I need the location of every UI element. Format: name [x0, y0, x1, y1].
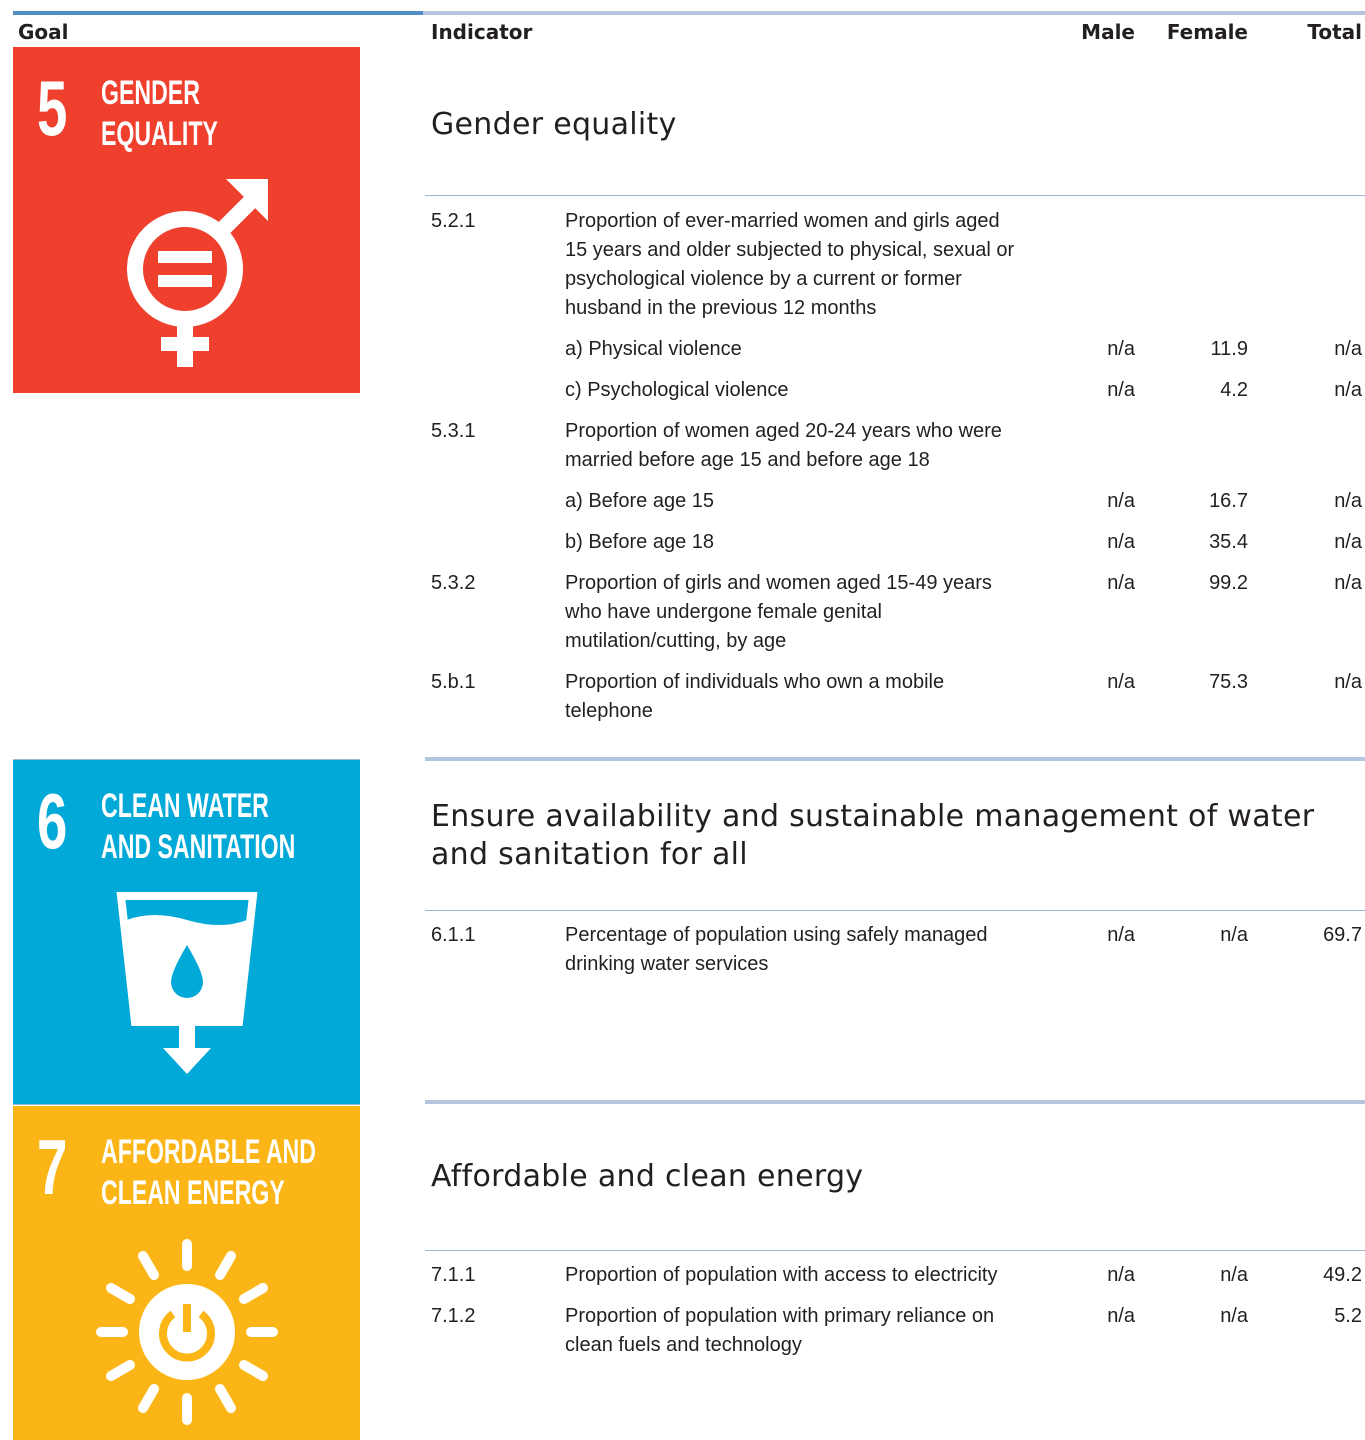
- indicator-code: 5.2.1: [431, 210, 476, 232]
- indicator-row: 7.1.2 Proportion of population with prima…: [431, 1302, 1365, 1372]
- tile-rule: [13, 759, 360, 760]
- goal-name-line: CLEAN ENERGY: [101, 1174, 285, 1212]
- indicator-rows: 7.1.1 Proportion of population with acces…: [431, 1261, 1365, 1372]
- indicator-text: c) Psychological violence: [565, 379, 789, 401]
- indicator-row: 5.3.1 Proportion of women aged 20-24 year…: [431, 417, 1365, 487]
- indicator-code: 7.1.2: [431, 1305, 476, 1327]
- indicator-text: a) Physical violence: [565, 338, 742, 360]
- value-female: 75.3: [1209, 671, 1248, 693]
- indicator-text: Proportion of population with primary re…: [565, 1305, 995, 1356]
- value-female: 35.4: [1209, 531, 1248, 553]
- header-cell: Female: [1166, 20, 1248, 44]
- indicator-text: Proportion of ever-married women and gir…: [565, 210, 1015, 319]
- value-female: n/a: [1220, 1264, 1248, 1286]
- indicator-code: 6.1.1: [431, 924, 476, 946]
- goal-tile: 6 CLEAN WATER AND SANITATION: [13, 760, 360, 1104]
- heading-rule: [425, 195, 1365, 196]
- value-male: n/a: [1107, 1305, 1135, 1327]
- value-total: 5.2: [1334, 1305, 1362, 1327]
- goal-name-line: CLEAN WATER: [101, 787, 269, 825]
- goal-heading: Gender equality: [431, 107, 677, 142]
- goal-heading: Ensure availability and sustainable mana…: [431, 799, 1315, 872]
- goal-tile: 5 GENDER EQUALITY: [13, 47, 360, 393]
- value-female: 16.7: [1209, 490, 1248, 512]
- tile-rule: [13, 1104, 360, 1105]
- top-rule: [13, 11, 423, 15]
- indicator-text: Proportion of individuals who own a mobi…: [565, 671, 945, 722]
- header-cell: Goal: [18, 20, 69, 44]
- value-female: 11.9: [1210, 338, 1248, 360]
- value-total: n/a: [1334, 338, 1362, 360]
- goal-tile: 7 AFFORDABLE AND CLEAN ENERGY: [13, 1106, 360, 1440]
- section-rule: [425, 757, 1365, 761]
- indicator-text: b) Before age 18: [565, 531, 714, 553]
- value-male: n/a: [1107, 338, 1135, 360]
- value-total: 49.2: [1323, 1264, 1362, 1286]
- value-total: n/a: [1334, 490, 1362, 512]
- indicator-code: 7.1.1: [431, 1264, 476, 1286]
- goal-name: AFFORDABLE AND CLEAN ENERGY: [101, 1132, 316, 1214]
- gender-icon: [127, 179, 268, 367]
- indicator-row: 5.3.2 Proportion of girls and women aged …: [431, 569, 1365, 668]
- indicator-rows: 5.2.1 Proportion of ever-married women an…: [431, 207, 1365, 738]
- goal-name: GENDER EQUALITY: [101, 73, 218, 155]
- goal-name-line: AND SANITATION: [101, 828, 296, 866]
- indicator-code: 5.3.1: [431, 420, 476, 442]
- indicator-rows: 6.1.1 Percentage of population using safe…: [431, 921, 1365, 991]
- indicator-text: Proportion of girls and women aged 15-49…: [565, 572, 992, 652]
- value-total: n/a: [1334, 671, 1362, 693]
- indicator-row: 5.b.1 Proportion of individuals who own a…: [431, 668, 1365, 738]
- goal-name: CLEAN WATER AND SANITATION: [101, 786, 295, 868]
- indicator-row: a) Physical violence n/a 11.9 n/a: [431, 335, 1365, 376]
- goal-number: 7: [37, 1123, 68, 1211]
- value-female: 99.2: [1209, 572, 1248, 594]
- value-female: n/a: [1220, 924, 1248, 946]
- indicator-row: 6.1.1 Percentage of population using safe…: [431, 921, 1365, 991]
- indicator-row: 5.2.1 Proportion of ever-married women an…: [431, 207, 1365, 335]
- indicator-text: Proportion of population with access to …: [565, 1264, 998, 1286]
- water-icon: [116, 892, 258, 1074]
- indicator-text: Percentage of population using safely ma…: [565, 924, 988, 975]
- value-male: n/a: [1107, 572, 1135, 594]
- goal-heading: Affordable and clean energy: [431, 1159, 864, 1194]
- goal-name-line: GENDER: [101, 74, 200, 112]
- goal-number: 6: [37, 777, 68, 865]
- value-total: n/a: [1334, 572, 1362, 594]
- value-male: n/a: [1107, 490, 1135, 512]
- value-male: n/a: [1107, 379, 1135, 401]
- indicator-code: 5.3.2: [431, 572, 476, 594]
- indicator-text: a) Before age 15: [565, 490, 714, 512]
- section-rule: [425, 1100, 1365, 1104]
- indicator-text: Proportion of women aged 20-24 years who…: [565, 420, 1002, 471]
- indicator-code: 5.b.1: [431, 671, 476, 693]
- header-cell: Indicator: [431, 20, 533, 44]
- goal-name-line: AFFORDABLE AND: [101, 1133, 316, 1171]
- value-total: n/a: [1334, 379, 1362, 401]
- header-cell: Male: [1081, 20, 1135, 44]
- value-male: n/a: [1107, 1264, 1135, 1286]
- header-cell: Total: [1307, 20, 1362, 44]
- value-female: n/a: [1220, 1305, 1248, 1327]
- goal-name-line: EQUALITY: [101, 115, 218, 153]
- energy-icon: [96, 1239, 278, 1425]
- heading-rule: [425, 910, 1365, 911]
- goal-number: 5: [37, 64, 68, 152]
- value-female: 4.2: [1220, 379, 1248, 401]
- indicator-row: 7.1.1 Proportion of population with acces…: [431, 1261, 1365, 1302]
- value-male: n/a: [1107, 924, 1135, 946]
- indicator-row: c) Psychological violence n/a 4.2 n/a: [431, 376, 1365, 417]
- heading-rule: [425, 1250, 1365, 1251]
- indicator-row: a) Before age 15 n/a 16.7 n/a: [431, 487, 1365, 528]
- value-male: n/a: [1107, 531, 1135, 553]
- value-total: 69.7: [1323, 924, 1362, 946]
- value-male: n/a: [1107, 671, 1135, 693]
- value-total: n/a: [1334, 531, 1362, 553]
- top-rule: [423, 11, 1365, 15]
- indicator-row: b) Before age 18 n/a 35.4 n/a: [431, 528, 1365, 569]
